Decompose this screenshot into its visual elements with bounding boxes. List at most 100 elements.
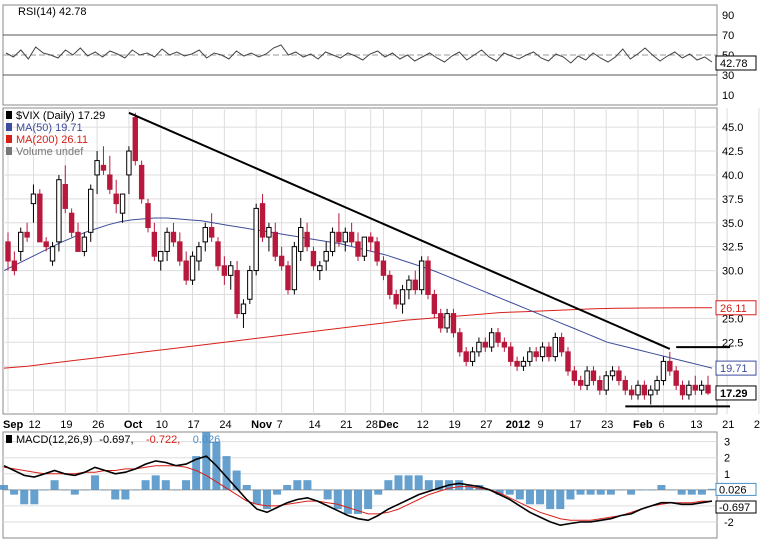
candle xyxy=(68,208,75,238)
candle-body xyxy=(56,179,62,243)
candle-body xyxy=(132,117,138,162)
macd-histogram-bar xyxy=(667,489,676,491)
rsi-tick-label: 30 xyxy=(722,70,734,82)
candle-body xyxy=(628,389,635,396)
candle-body xyxy=(342,231,348,243)
trendline xyxy=(128,111,671,350)
candle-body xyxy=(380,260,387,276)
candle-body xyxy=(355,241,361,257)
ma50-value-label-box xyxy=(715,360,757,376)
x-tick-label: 13 xyxy=(690,419,702,431)
candle xyxy=(189,251,196,285)
candle-body xyxy=(609,370,616,377)
candle xyxy=(399,284,406,314)
macd-histogram-bar xyxy=(141,480,150,490)
candle-body xyxy=(597,380,603,391)
candle xyxy=(138,160,145,204)
candle xyxy=(482,337,488,352)
candle-body xyxy=(126,150,132,176)
candle-body xyxy=(88,188,94,233)
macd-tick-label: 2 xyxy=(724,453,730,465)
candle-body xyxy=(49,246,56,262)
candle-body xyxy=(488,332,495,348)
x-tick-label: 24 xyxy=(219,419,231,431)
candle-body xyxy=(590,370,597,382)
candle-body xyxy=(259,203,266,238)
macd-tick-label: 3 xyxy=(724,437,730,449)
candle xyxy=(342,227,348,252)
candle-body xyxy=(151,231,158,257)
candle-body xyxy=(5,241,11,262)
candle-body xyxy=(247,270,253,300)
macd-histogram-bar xyxy=(343,489,352,514)
candle-body xyxy=(444,313,450,329)
candle xyxy=(164,227,170,261)
candle xyxy=(336,213,342,247)
macd-histogram-bar xyxy=(657,485,666,490)
candle xyxy=(590,366,597,386)
macd-histogram-bar xyxy=(293,480,302,490)
macd-histogram-bar xyxy=(242,485,251,490)
candle-body xyxy=(234,270,240,315)
candle-body xyxy=(558,337,565,353)
candle xyxy=(100,146,107,175)
candle xyxy=(355,232,361,261)
candle xyxy=(565,347,571,376)
macd-line xyxy=(3,455,713,527)
candle-body xyxy=(635,384,641,396)
price-legend-entry: MA(200) 26.11 xyxy=(16,134,88,146)
candle xyxy=(272,222,278,261)
macd-hist-value-label: 0.026 xyxy=(719,484,747,496)
candle xyxy=(444,308,450,333)
candle-body xyxy=(24,231,30,238)
macd-histogram-bar xyxy=(50,480,59,490)
macd-histogram-bar xyxy=(20,489,29,505)
macd-histogram-bar xyxy=(202,432,211,490)
candle xyxy=(412,270,418,295)
candle-body xyxy=(527,351,533,362)
candle-body xyxy=(692,384,698,391)
candle-body xyxy=(189,255,196,281)
candle-body xyxy=(495,332,501,343)
candle-body xyxy=(208,227,215,238)
candle xyxy=(126,146,132,195)
macd-histogram-bar xyxy=(30,489,39,505)
candle xyxy=(692,375,698,395)
macd-histogram-bar xyxy=(364,489,373,510)
x-tick-label: 14 xyxy=(308,419,320,431)
candle xyxy=(43,237,49,252)
price-tick-label: 45.0 xyxy=(722,122,743,134)
macd-histogram-bar xyxy=(424,480,433,490)
candle xyxy=(698,380,705,395)
macd-histogram-bar xyxy=(505,489,514,495)
macd-histogram-bar xyxy=(414,475,423,490)
macd-legend-entry: MACD(12,26,9) xyxy=(16,434,92,446)
candle xyxy=(418,256,425,295)
candle xyxy=(641,380,648,400)
x-tick-label: 19 xyxy=(60,419,72,431)
x-tick-label: 27 xyxy=(480,419,492,431)
macd-histogram-bar xyxy=(313,489,322,491)
legend-swatch xyxy=(6,435,12,443)
price-tick-label: 37.5 xyxy=(722,194,743,206)
candle-body xyxy=(431,293,438,315)
candle-body xyxy=(202,227,208,243)
candle xyxy=(380,256,387,281)
ma50-value-label: 19.71 xyxy=(720,363,748,375)
macd-histogram-bar xyxy=(70,489,79,495)
macd-histogram-bar xyxy=(354,489,362,514)
legend-swatch xyxy=(6,135,12,143)
candle-body xyxy=(539,346,546,358)
macd-legend-entry: 0.026 xyxy=(193,434,221,446)
candle xyxy=(278,246,285,271)
candle xyxy=(94,151,100,195)
macd-histogram-bar xyxy=(161,480,170,490)
rsi-tick-label: 90 xyxy=(722,10,734,22)
candle-body xyxy=(215,241,221,267)
candle xyxy=(622,375,628,395)
candle xyxy=(584,366,590,391)
candle xyxy=(368,232,374,252)
candle-body xyxy=(616,370,622,382)
candle-body xyxy=(75,231,81,252)
